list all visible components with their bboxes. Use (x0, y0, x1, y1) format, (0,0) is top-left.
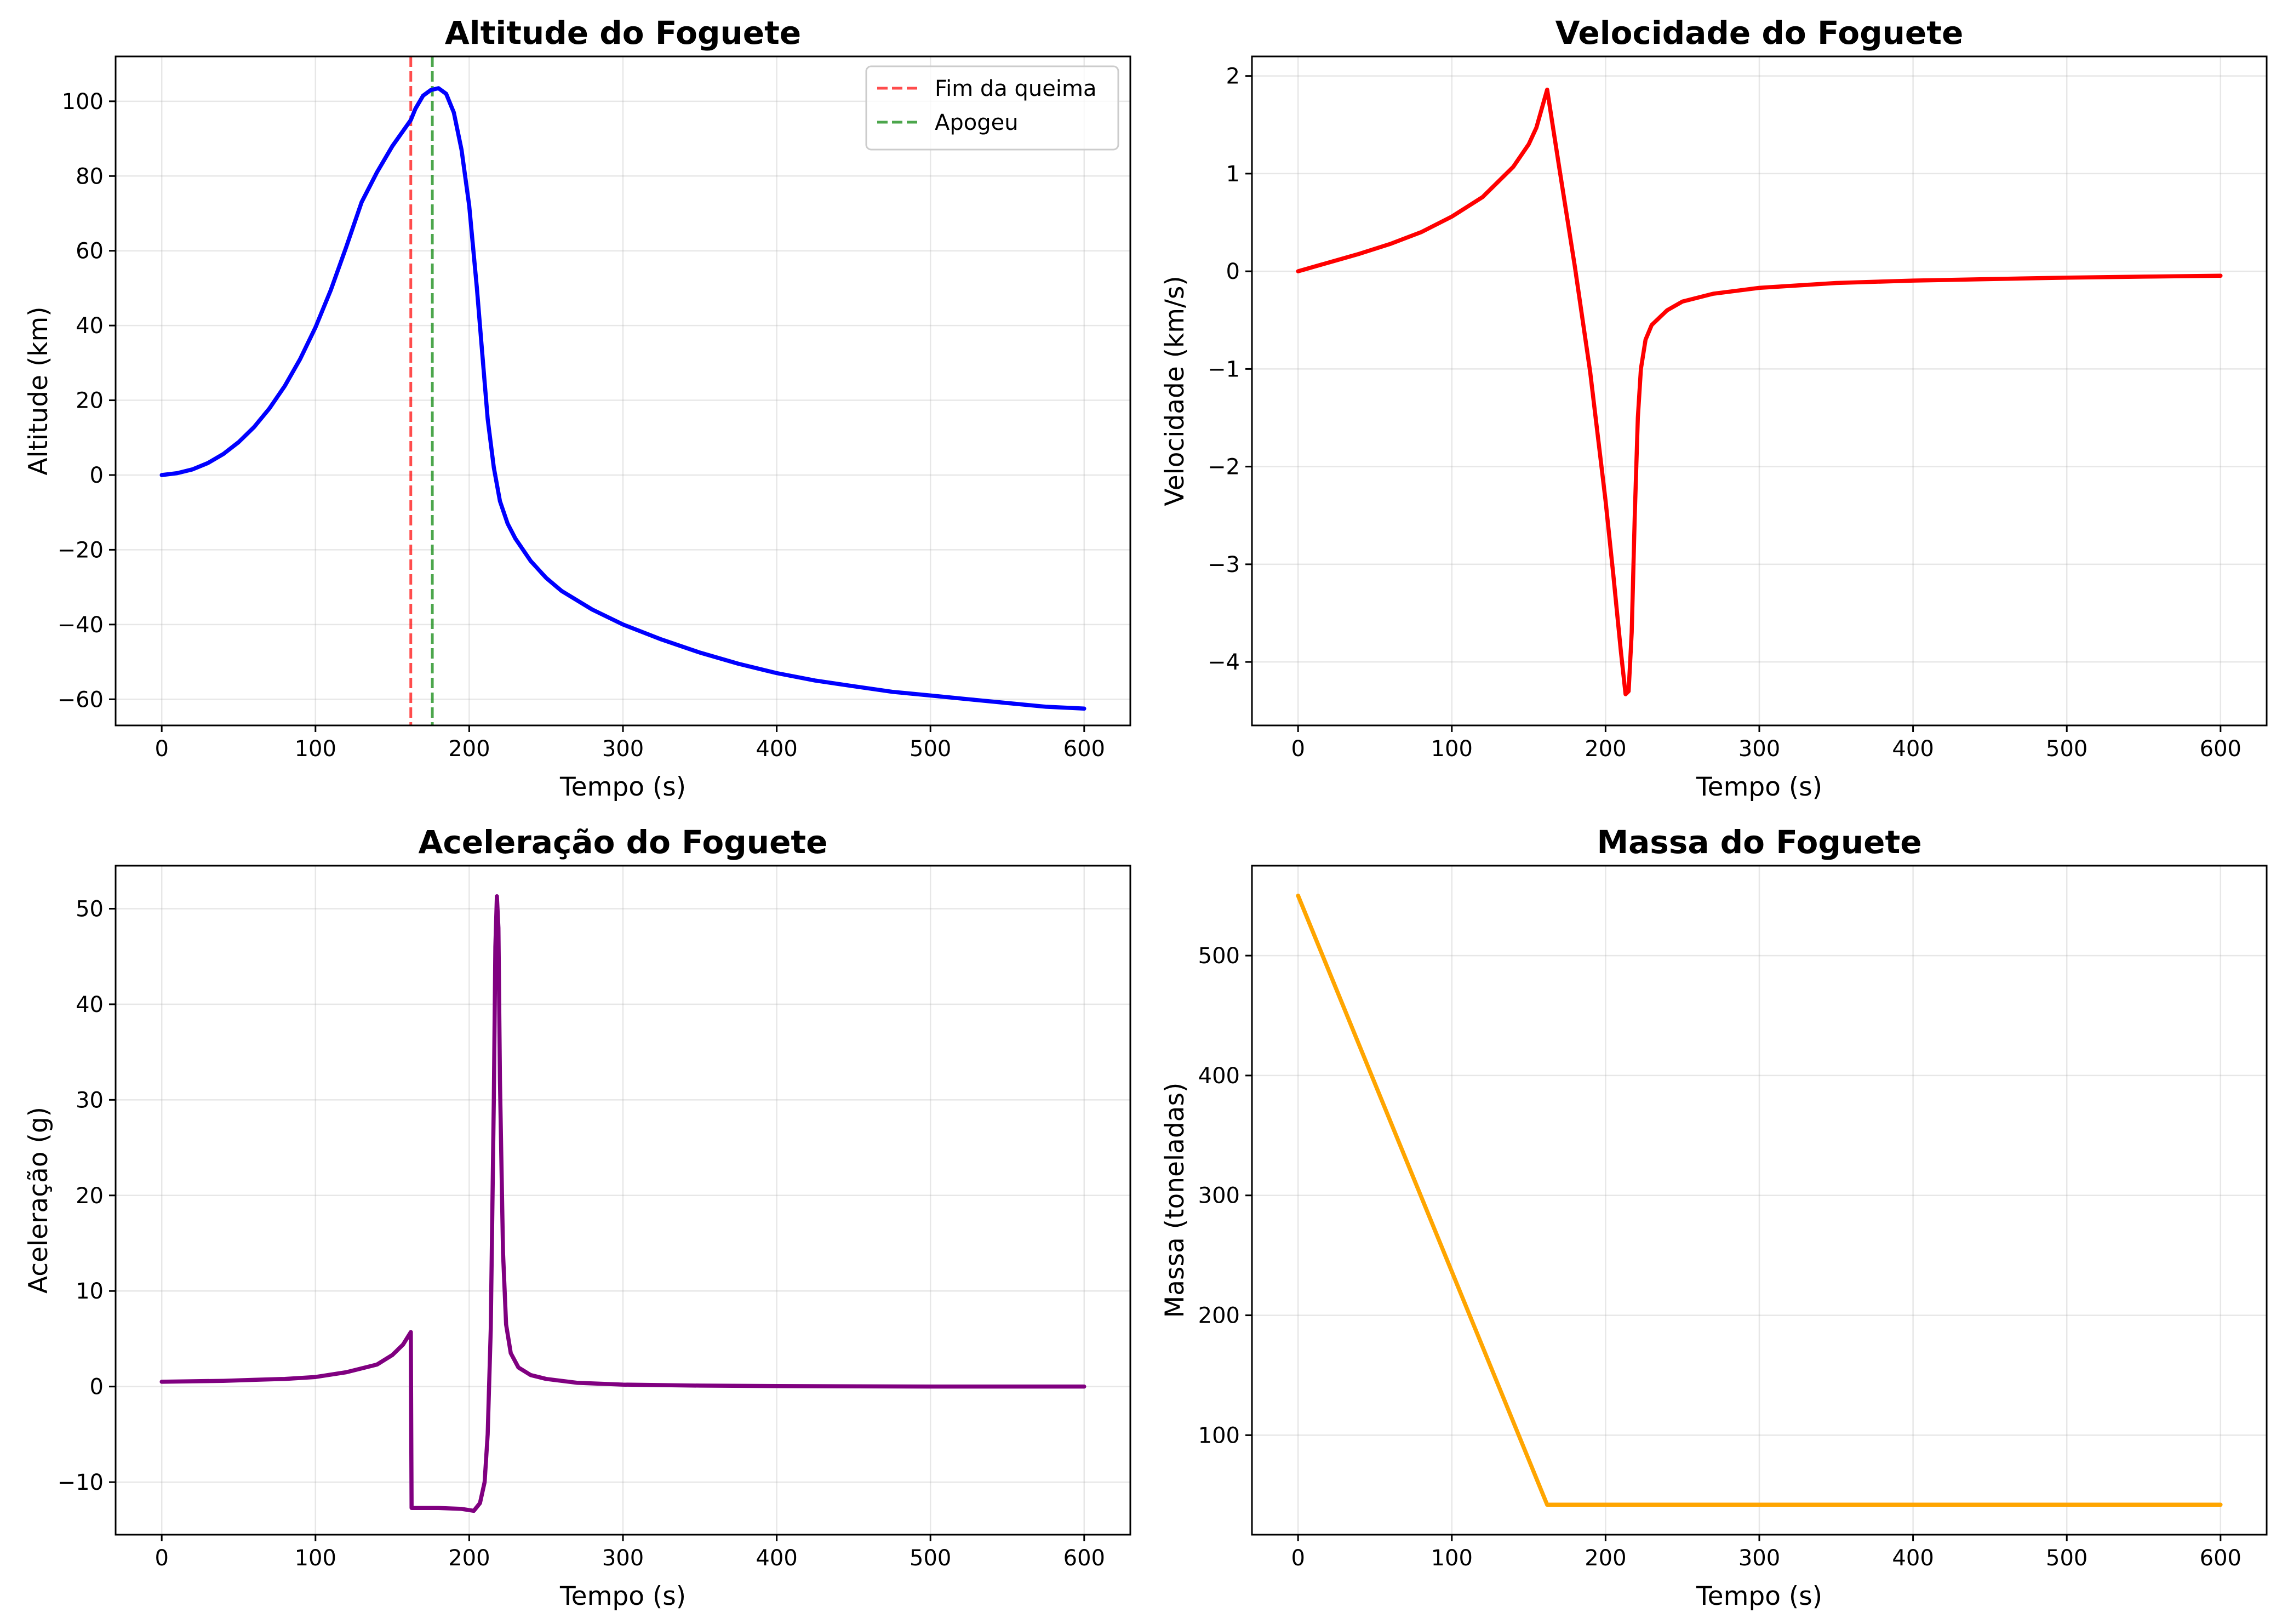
y-tick-label: 0 (90, 1375, 104, 1400)
y-axis-label: Massa (toneladas) (1160, 1083, 1190, 1318)
x-tick-label: 300 (602, 736, 644, 762)
x-axis-label: Tempo (s) (559, 1581, 686, 1611)
x-tick-label: 500 (2046, 736, 2087, 762)
x-tick-label: 100 (1431, 1546, 1473, 1571)
x-tick-label: 600 (1063, 736, 1105, 762)
y-tick-label: −3 (1208, 552, 1240, 577)
x-axis-label: Tempo (s) (1696, 772, 1822, 802)
y-tick-label: −1 (1208, 357, 1240, 382)
y-tick-label: 100 (1198, 1423, 1240, 1448)
y-tick-label: −60 (58, 687, 104, 712)
x-axis-label: Tempo (s) (1696, 1581, 1822, 1611)
x-tick-label: 500 (910, 736, 951, 762)
y-tick-label: −2 (1208, 455, 1240, 480)
y-tick-label: 100 (62, 89, 104, 115)
chart-title: Altitude do Foguete (445, 14, 801, 52)
x-tick-label: 300 (1738, 1546, 1780, 1571)
y-tick-label: 40 (76, 992, 104, 1017)
y-tick-label: 500 (1198, 943, 1240, 969)
legend: Fim da queima Apogeu (865, 65, 1119, 151)
y-tick-label: 60 (76, 239, 104, 264)
y-tick-label: 80 (76, 164, 104, 189)
legend-label: Fim da queima (935, 76, 1096, 101)
panel-massa: 0 100 200 300 400 500 600 100 200 300 400 500 Massa … (1160, 824, 2268, 1611)
x-tick-label: 400 (756, 1546, 797, 1571)
x-tick-label: 200 (448, 736, 490, 762)
y-tick-label: 0 (1226, 259, 1240, 284)
x-tick-label: 500 (910, 1546, 951, 1571)
x-tick-label: 400 (1892, 736, 1934, 762)
y-tick-label: 30 (76, 1088, 104, 1113)
y-tick-label: −20 (58, 537, 104, 563)
x-axis-label: Tempo (s) (559, 772, 686, 802)
panel-altitude: 0 100 200 300 400 500 600 −60 −40 −20 0 20 40 60 80 100… (24, 14, 1131, 802)
y-tick-label: 20 (76, 388, 104, 414)
x-tick-label: 300 (1738, 736, 1780, 762)
y-tick-label: 10 (76, 1279, 104, 1304)
series-line-0 (1296, 893, 2223, 1507)
legend-label: Apogeu (935, 110, 1019, 135)
series-line-0 (1296, 87, 2223, 696)
y-tick-label: 20 (76, 1183, 104, 1209)
x-tick-label: 600 (2200, 1546, 2241, 1571)
y-tick-label: −4 (1208, 650, 1240, 675)
x-tick-label: 100 (1431, 736, 1473, 762)
x-tick-label: 400 (1892, 1546, 1934, 1571)
chart-title: Velocidade do Foguete (1555, 14, 1964, 52)
panel-velocidade: 0 100 200 300 400 500 600 −4 −3 −2 −1 0 1 2 Velocidade… (1160, 14, 2268, 802)
y-tick-label: 200 (1198, 1303, 1240, 1329)
x-tick-label: 0 (155, 736, 168, 762)
y-tick-label: 400 (1198, 1063, 1240, 1089)
y-axis-label: Velocidade (km/s) (1160, 276, 1190, 506)
x-tick-label: 300 (602, 1546, 644, 1571)
chart-title: Massa do Foguete (1597, 824, 1921, 861)
series-line-0 (159, 86, 1086, 711)
x-tick-label: 400 (756, 736, 797, 762)
panel-aceleracao: 0 100 200 300 400 500 600 −10 0 10 20 30 40 50 Acelera… (24, 824, 1131, 1611)
x-tick-label: 0 (155, 1546, 168, 1571)
x-tick-label: 200 (1585, 736, 1626, 762)
series-line-0 (159, 894, 1086, 1513)
x-tick-label: 600 (2200, 736, 2241, 762)
x-tick-label: 0 (1291, 736, 1305, 762)
x-tick-label: 0 (1291, 1546, 1305, 1571)
y-tick-label: −40 (58, 613, 104, 638)
x-tick-label: 100 (295, 736, 336, 762)
x-tick-label: 100 (295, 1546, 336, 1571)
y-tick-label: 2 (1226, 64, 1240, 89)
legend-box (865, 65, 1119, 151)
y-tick-label: 1 (1226, 162, 1240, 187)
y-tick-label: 40 (76, 313, 104, 339)
x-tick-label: 500 (2046, 1546, 2087, 1571)
y-axis-label: Aceleração (g) (24, 1107, 54, 1294)
chart-title: Aceleração do Foguete (418, 824, 827, 861)
y-tick-label: 50 (76, 896, 104, 922)
y-axis-label: Altitude (km) (24, 306, 54, 475)
x-tick-label: 600 (1063, 1546, 1105, 1571)
y-tick-label: −10 (58, 1470, 104, 1495)
x-tick-label: 200 (1585, 1546, 1626, 1571)
y-tick-label: 300 (1198, 1183, 1240, 1209)
y-tick-label: 0 (90, 463, 104, 488)
x-tick-label: 200 (448, 1546, 490, 1571)
